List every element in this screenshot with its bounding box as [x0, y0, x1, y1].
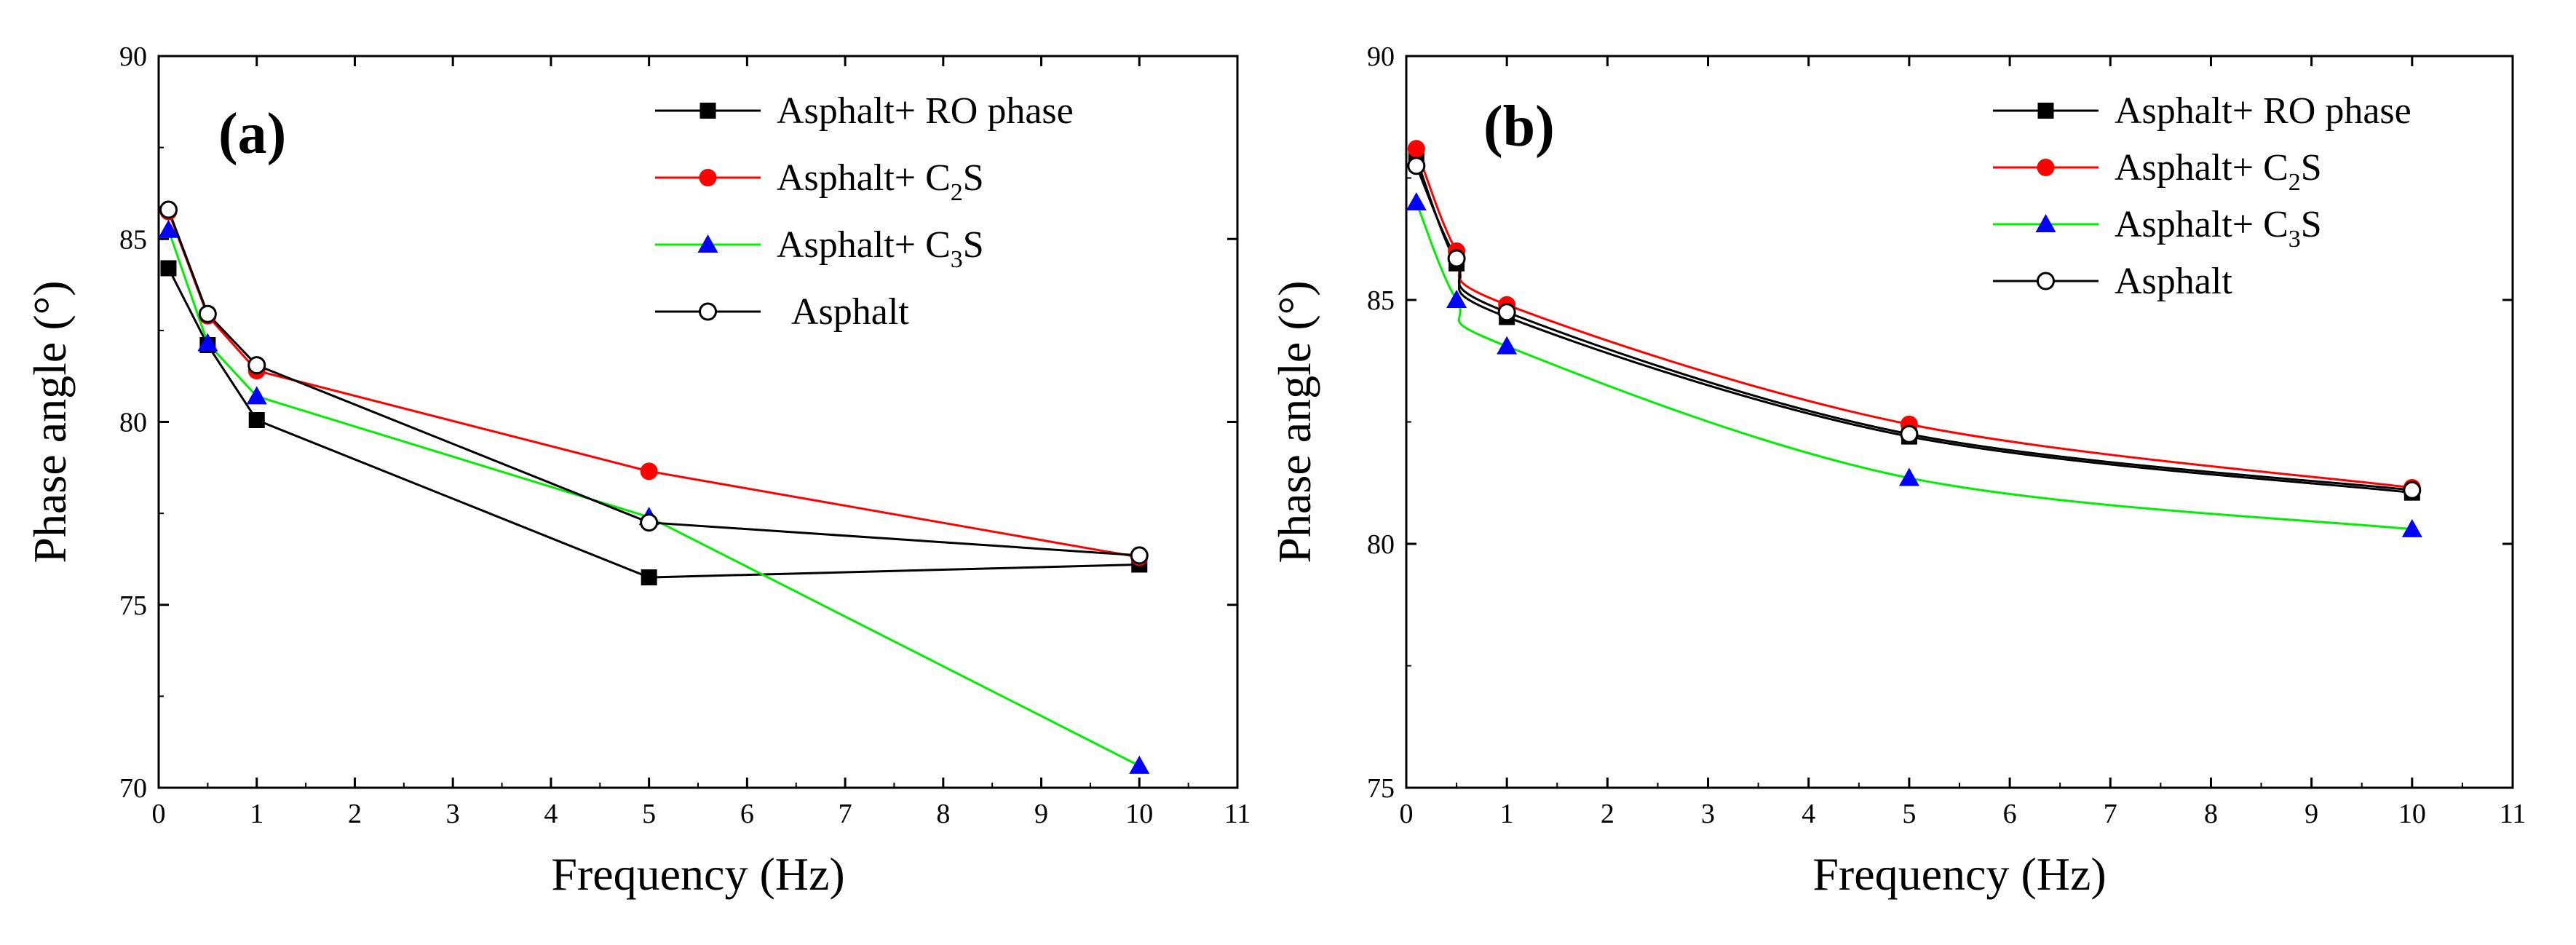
legend-label: Asphalt+ C2S [777, 157, 984, 206]
x-tick-label: 6 [740, 799, 754, 829]
legend-marker [697, 234, 718, 253]
legend-marker [699, 302, 717, 321]
x-tick-label: 10 [2398, 799, 2426, 829]
data-point [640, 462, 658, 481]
x-tick-label: 5 [1902, 799, 1916, 829]
legend-label: Asphalt+ C3S [2115, 204, 2322, 253]
data-point [1447, 249, 1466, 268]
legend-marker [2037, 272, 2055, 290]
y-tick-label: 85 [119, 224, 147, 255]
x-axis-title: Frequency (Hz) [551, 848, 844, 900]
legend-marker [2037, 159, 2055, 176]
legend-label: Asphalt [2115, 261, 2232, 302]
data-point [641, 569, 657, 586]
data-point [158, 219, 179, 238]
data-point [640, 513, 659, 532]
data-point [1497, 303, 1516, 322]
x-tick-label: 5 [642, 799, 656, 829]
plot-frame [1405, 55, 2514, 789]
x-tick-label: 0 [152, 799, 166, 829]
y-tick-label: 75 [1367, 773, 1395, 804]
data-point [1129, 755, 1150, 774]
plot-frame [157, 55, 1239, 789]
legend-marker [699, 169, 717, 186]
data-point [1900, 424, 1919, 443]
legend-label: Asphalt+ RO phase [2115, 90, 2411, 132]
x-tick-label: 11 [2500, 799, 2527, 829]
data-point [247, 356, 266, 375]
panel-label: (a) [218, 102, 286, 166]
legend-label: Asphalt [791, 291, 909, 333]
data-point [1497, 336, 1518, 355]
y-axis-title: Phase angle (°) [1269, 280, 1320, 563]
legend-marker [2035, 214, 2056, 232]
y-tick-label: 80 [1367, 529, 1395, 560]
x-tick-label: 2 [348, 799, 362, 829]
data-point [1446, 290, 1467, 308]
x-tick-label: 6 [2003, 799, 2017, 829]
panel-label: (b) [1483, 95, 1555, 159]
x-tick-label: 2 [1601, 799, 1614, 829]
data-point [2403, 481, 2422, 499]
y-tick-label: 80 [119, 408, 147, 438]
y-tick-label: 75 [119, 590, 147, 621]
x-tick-label: 11 [1224, 799, 1251, 829]
x-tick-label: 1 [1500, 799, 1514, 829]
data-point [159, 200, 178, 219]
data-point [1130, 546, 1149, 565]
series-line [167, 209, 1140, 557]
x-tick-label: 9 [1034, 799, 1048, 829]
legend-marker [700, 103, 716, 119]
x-tick-label: 10 [1125, 799, 1153, 829]
legend-label: Asphalt+ C2S [2115, 147, 2322, 196]
x-tick-label: 8 [2204, 799, 2218, 829]
x-tick-label: 7 [839, 799, 852, 829]
data-point [1407, 140, 1425, 158]
x-tick-label: 4 [544, 799, 558, 829]
x-tick-label: 0 [1400, 799, 1414, 829]
data-point [197, 333, 218, 352]
legend-label: Asphalt+ C3S [777, 224, 984, 273]
y-tick-label: 70 [119, 773, 147, 804]
data-point [1406, 192, 1427, 210]
y-tick-label: 90 [119, 41, 147, 72]
x-tick-label: 4 [1802, 799, 1815, 829]
x-tick-label: 8 [936, 799, 950, 829]
x-tick-label: 9 [2304, 799, 2318, 829]
x-axis-title: Frequency (Hz) [1812, 848, 2106, 900]
legend-label: Asphalt+ RO phase [777, 90, 1074, 132]
chart-panel-a: 0 1 2 3 4 5 6 7 8 9 10 11 70 75 80 85 90 Frequency (Hz) Ph… [24, 41, 1251, 900]
data-point [246, 386, 267, 405]
x-tick-label: 3 [446, 799, 460, 829]
data-point [1898, 467, 1919, 486]
legend: Asphalt+ RO phase Asphalt+ C2S Asphalt+ C3… [655, 90, 1074, 333]
data-point [248, 411, 265, 428]
y-tick-label: 85 [1367, 285, 1395, 316]
legend-marker [2037, 103, 2054, 119]
chart-panel-b: 0 1 2 3 4 5 6 7 8 9 10 11 75 80 85 90 Frequency (Hz) Phas… [1269, 41, 2526, 900]
x-tick-label: 1 [250, 799, 263, 829]
data-point [160, 260, 177, 277]
legend: Asphalt+ RO phase Asphalt+ C2S Asphalt+ C3… [1993, 90, 2411, 302]
y-axis-title: Phase angle (°) [24, 280, 76, 563]
x-tick-label: 3 [1701, 799, 1715, 829]
x-tick-label: 7 [2104, 799, 2117, 829]
series-line [167, 229, 1140, 767]
y-tick-label: 90 [1367, 41, 1395, 72]
data-point [1407, 157, 1426, 175]
data-point [198, 304, 217, 323]
data-point [2401, 518, 2422, 537]
series-line [167, 211, 1140, 558]
